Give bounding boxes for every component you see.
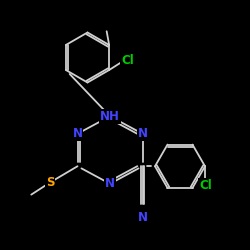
Text: Cl: Cl (121, 54, 134, 66)
Text: N: N (138, 211, 147, 224)
Text: S: S (46, 176, 54, 189)
Text: Cl: Cl (199, 179, 212, 192)
Text: N: N (72, 127, 83, 140)
Text: N: N (138, 127, 147, 140)
Text: NH: NH (100, 110, 120, 123)
Text: N: N (105, 177, 115, 190)
